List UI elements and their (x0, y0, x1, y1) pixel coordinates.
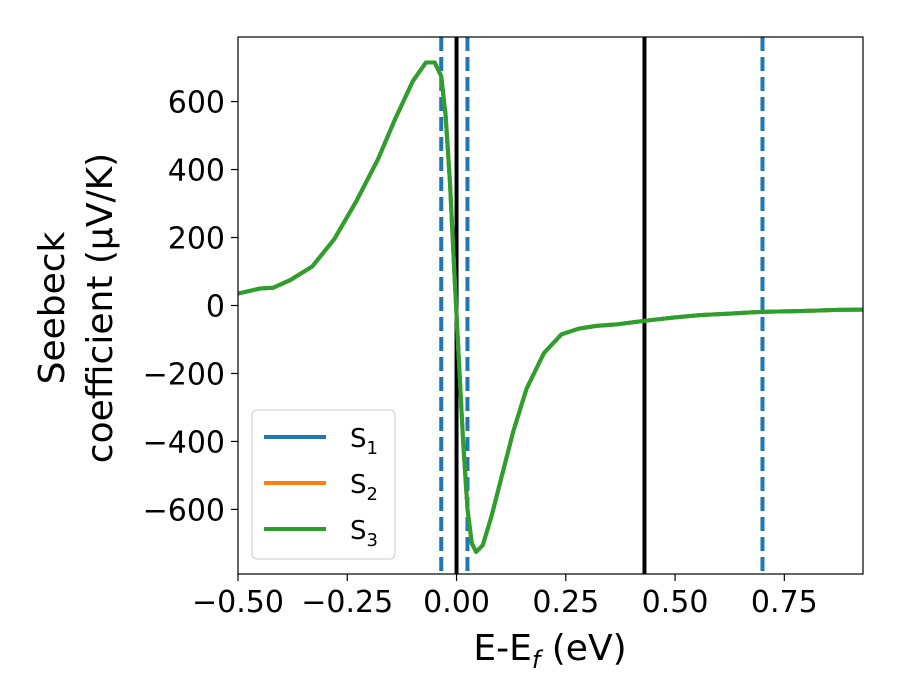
legend-label-s1: S1 (350, 424, 378, 459)
x-tick-label: 0.50 (642, 585, 709, 620)
y-axis-title: Seebeck coefficient (μV/K) (32, 153, 121, 463)
x-axis-title: E-Ef (eV) (473, 628, 626, 674)
x-axis-ticks: −0.50 −0.25 0.00 0.25 0.50 0.75 (192, 574, 818, 620)
y-axis-ticks: 600 400 200 0 −200 −400 −600 (143, 86, 238, 528)
series-line-s3 (238, 60, 863, 554)
y-tick-label: 400 (168, 154, 225, 189)
legend-label-s3: S3 (350, 516, 378, 551)
y-tick-label: −400 (143, 425, 225, 460)
y-tick-label: 0 (206, 290, 225, 325)
x-tick-label: −0.25 (301, 585, 393, 620)
series-lines (238, 60, 863, 554)
legend-label-s2: S2 (350, 470, 378, 505)
y-axis-title-line2: coefficient (μV/K) (80, 153, 121, 463)
y-axis-title-line1: Seebeck (32, 231, 73, 384)
x-tick-label: 0.75 (751, 585, 818, 620)
legend: S1 S2 S3 (251, 409, 396, 560)
y-tick-label: 200 (168, 222, 225, 257)
x-axis-title-unit: (eV) (540, 628, 626, 669)
y-tick-label: −600 (143, 493, 225, 528)
x-axis-title-main: E-E (473, 628, 531, 669)
x-tick-label: −0.50 (192, 585, 284, 620)
x-tick-label: 0.25 (532, 585, 599, 620)
y-tick-label: −200 (143, 357, 225, 392)
y-tick-label: 600 (168, 86, 225, 121)
x-tick-label: 0.00 (423, 585, 490, 620)
